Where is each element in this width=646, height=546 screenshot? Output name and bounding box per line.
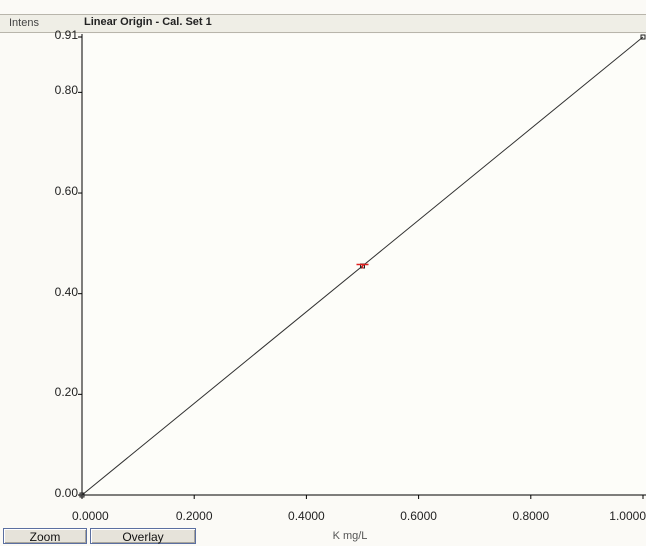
x-tick-label: 0.8000: [512, 509, 550, 523]
calibration-point[interactable]: [79, 492, 85, 498]
x-tick-label: 0.2000: [175, 509, 213, 523]
overlay-button[interactable]: Overlay: [90, 528, 196, 544]
x-tick-label: 0.0000: [72, 509, 109, 523]
y-tick-label: 0.60: [54, 184, 78, 199]
x-axis-label: K mg/L: [332, 530, 368, 542]
x-tick-label: 0.4000: [288, 509, 325, 523]
x-tick-label: 0.6000: [400, 509, 437, 523]
y-tick-label: 0.20: [54, 385, 78, 400]
chart-title: Linear Origin - Cal. Set 1: [84, 16, 212, 28]
y-tick-label: 0.91: [54, 28, 78, 42]
x-tick-label: 1.0000: [609, 509, 646, 523]
calibration-point[interactable]: [640, 34, 646, 40]
y-tick-label: 0.40: [54, 284, 78, 299]
chart-header-bar: [0, 14, 646, 33]
y-axis-label: Intens: [9, 17, 39, 29]
y-tick-label: 0.80: [54, 83, 78, 98]
zoom-button[interactable]: Zoom: [3, 528, 87, 544]
y-tick-label: 0.00: [54, 486, 78, 500]
